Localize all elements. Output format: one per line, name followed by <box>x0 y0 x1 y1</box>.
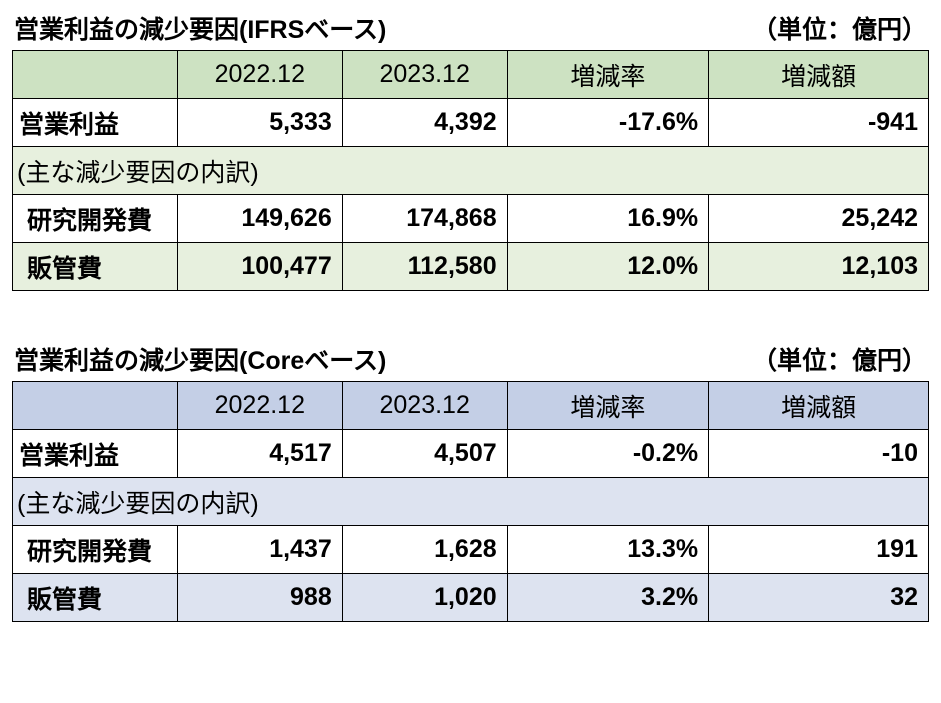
col-y1: 2022.12 <box>177 51 342 99</box>
cell: -10 <box>709 430 929 478</box>
col-diff: 増減額 <box>709 382 929 430</box>
cell: 1,020 <box>342 574 507 622</box>
table-row: 販管費 100,477 112,580 12.0% 12,103 <box>13 243 929 291</box>
col-y2: 2023.12 <box>342 382 507 430</box>
col-blank <box>13 382 178 430</box>
col-rate: 増減率 <box>507 382 709 430</box>
cell: -0.2% <box>507 430 709 478</box>
cell: 3.2% <box>507 574 709 622</box>
table-row: 営業利益 4,517 4,507 -0.2% -10 <box>13 430 929 478</box>
core-header-row: 営業利益の減少要因(Coreベース) （単位：億円） <box>12 341 929 377</box>
cell: -941 <box>709 99 929 147</box>
subhead-row: (主な減少要因の内訳) <box>13 478 929 526</box>
ifrs-title: 営業利益の減少要因(IFRSベース) <box>14 10 386 46</box>
cell: 25,242 <box>709 195 929 243</box>
table-row: 研究開発費 149,626 174,868 16.9% 25,242 <box>13 195 929 243</box>
core-table: 2022.12 2023.12 増減率 増減額 営業利益 4,517 4,507… <box>12 381 929 622</box>
core-title: 営業利益の減少要因(Coreベース) <box>14 341 386 377</box>
subhead-label: (主な減少要因の内訳) <box>13 147 929 195</box>
cell: 4,507 <box>342 430 507 478</box>
cell: 112,580 <box>342 243 507 291</box>
cell: 100,477 <box>177 243 342 291</box>
core-section: 営業利益の減少要因(Coreベース) （単位：億円） 2022.12 2023.… <box>12 341 929 622</box>
cell: 1,437 <box>177 526 342 574</box>
ifrs-section: 営業利益の減少要因(IFRSベース) （単位：億円） 2022.12 2023.… <box>12 10 929 291</box>
cell: -17.6% <box>507 99 709 147</box>
cell: 174,868 <box>342 195 507 243</box>
col-y1: 2022.12 <box>177 382 342 430</box>
cell: 988 <box>177 574 342 622</box>
row-label: 営業利益 <box>13 430 178 478</box>
col-diff: 増減額 <box>709 51 929 99</box>
row-label: 研究開発費 <box>13 526 178 574</box>
row-label: 販管費 <box>13 243 178 291</box>
table-row: 研究開発費 1,437 1,628 13.3% 191 <box>13 526 929 574</box>
row-label: 研究開発費 <box>13 195 178 243</box>
cell: 191 <box>709 526 929 574</box>
col-blank <box>13 51 178 99</box>
cell: 149,626 <box>177 195 342 243</box>
table-header-row: 2022.12 2023.12 増減率 増減額 <box>13 382 929 430</box>
table-row: 販管費 988 1,020 3.2% 32 <box>13 574 929 622</box>
cell: 5,333 <box>177 99 342 147</box>
table-header-row: 2022.12 2023.12 増減率 増減額 <box>13 51 929 99</box>
ifrs-header-row: 営業利益の減少要因(IFRSベース) （単位：億円） <box>12 10 929 46</box>
cell: 1,628 <box>342 526 507 574</box>
col-rate: 増減率 <box>507 51 709 99</box>
row-label: 販管費 <box>13 574 178 622</box>
ifrs-unit: （単位：億円） <box>752 10 927 46</box>
cell: 13.3% <box>507 526 709 574</box>
cell: 12,103 <box>709 243 929 291</box>
cell: 4,517 <box>177 430 342 478</box>
col-y2: 2023.12 <box>342 51 507 99</box>
cell: 16.9% <box>507 195 709 243</box>
subhead-row: (主な減少要因の内訳) <box>13 147 929 195</box>
cell: 32 <box>709 574 929 622</box>
ifrs-table: 2022.12 2023.12 増減率 増減額 営業利益 5,333 4,392… <box>12 50 929 291</box>
cell: 4,392 <box>342 99 507 147</box>
row-label: 営業利益 <box>13 99 178 147</box>
table-row: 営業利益 5,333 4,392 -17.6% -941 <box>13 99 929 147</box>
core-unit: （単位：億円） <box>752 341 927 377</box>
cell: 12.0% <box>507 243 709 291</box>
subhead-label: (主な減少要因の内訳) <box>13 478 929 526</box>
